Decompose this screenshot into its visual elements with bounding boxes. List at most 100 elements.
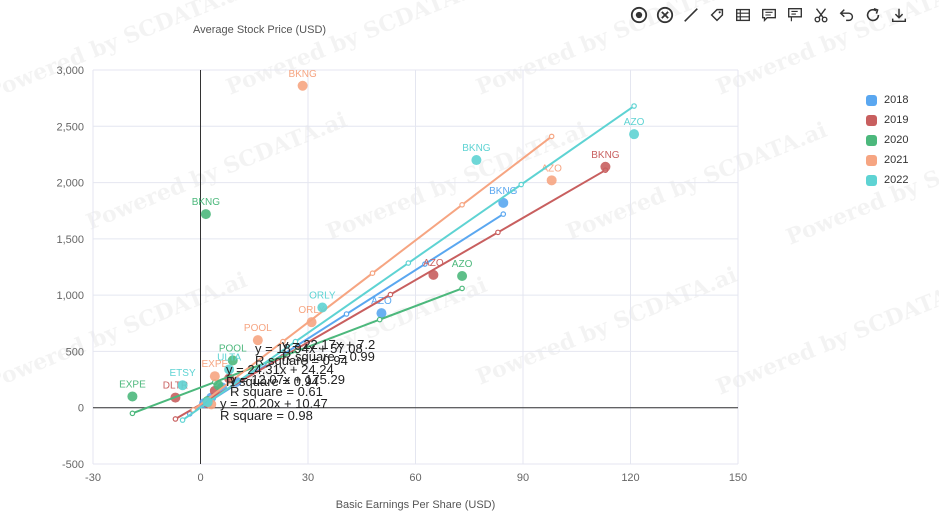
legend-swatch (866, 114, 877, 126)
watermark-text: Powered by SCDATA.ai (0, 0, 251, 106)
x-tick-label: 120 (621, 472, 639, 484)
data-point[interactable] (498, 197, 509, 208)
data-point[interactable] (376, 308, 387, 319)
trendline-marker (387, 291, 394, 298)
x-tick-label: -30 (85, 472, 101, 484)
r-square-label: R square = 0.99 (282, 349, 375, 364)
y-tick-label: 1,500 (56, 234, 84, 246)
data-point-label: BKNG (462, 143, 491, 154)
y-tick-label: 2,500 (56, 121, 84, 133)
legend-item[interactable]: 2019 (866, 110, 908, 130)
tag-icon[interactable] (707, 5, 727, 25)
data-point[interactable] (546, 175, 557, 186)
trendline-marker (495, 229, 501, 236)
r-square-label: R square = 0.61 (230, 384, 323, 399)
comment-icon[interactable] (759, 5, 779, 25)
data-point[interactable] (629, 129, 640, 140)
watermark-text: Powered by SCDATA.ai (473, 262, 741, 391)
y-tick-label: 3,000 (56, 65, 84, 77)
watermark-text: Powered by SCDATA.ai (713, 272, 939, 401)
data-point[interactable] (209, 371, 220, 382)
data-point-label: ETSY (170, 368, 196, 379)
data-point[interactable] (600, 161, 611, 172)
trendline-marker (179, 417, 186, 423)
x-tick-label: 90 (517, 472, 529, 484)
y-tick-label: 500 (66, 346, 84, 358)
x-axis-label: Basic Earnings Per Share (USD) (336, 499, 496, 511)
trendline-marker (518, 181, 525, 188)
trendline-marker (500, 211, 507, 217)
watermark-text: Powered by SCDATA.ai (223, 0, 491, 101)
legend-item[interactable]: 2022 (866, 170, 908, 190)
y-tick-label: 2,000 (56, 178, 84, 190)
data-point-label: AZO (423, 258, 444, 269)
data-point[interactable] (200, 209, 211, 220)
data-point[interactable] (202, 397, 213, 408)
download-icon[interactable] (889, 5, 909, 25)
data-point-label: ULTA (217, 352, 241, 363)
x-tick-label: 30 (302, 472, 314, 484)
list-icon[interactable] (733, 5, 753, 25)
trendline-marker (631, 103, 637, 109)
y-tick-label: 1,000 (56, 290, 84, 302)
trendline-marker (343, 311, 350, 317)
trendline-marker (280, 338, 286, 345)
scissors-icon[interactable] (811, 5, 831, 25)
data-point-label: POOL (244, 323, 272, 334)
data-point-label: POOL (219, 343, 247, 354)
trendline-equation: y = 20.20x + 10.47 (220, 396, 328, 411)
data-point-label: EXPE (119, 379, 146, 390)
data-point[interactable] (252, 335, 263, 346)
trendline-equation: y = 24.31x + 24.24 (226, 362, 334, 377)
refresh-icon[interactable] (863, 5, 883, 25)
legend-swatch (866, 154, 877, 166)
legend-item[interactable]: 2018 (866, 90, 908, 110)
data-point[interactable] (471, 155, 482, 166)
data-point[interactable] (457, 271, 468, 282)
data-point[interactable] (317, 302, 328, 313)
legend-label: 2021 (884, 154, 909, 166)
undo-icon[interactable] (837, 5, 857, 25)
y-tick-label: -500 (62, 459, 84, 471)
trendline-marker (405, 260, 412, 266)
data-point-label: BKNG (288, 69, 317, 80)
legend-swatch (866, 94, 877, 106)
legend-label: 2019 (884, 114, 909, 126)
data-point-label: AZO (452, 259, 473, 270)
target-icon[interactable] (629, 5, 649, 25)
r-square-label: R square = 0.94 (226, 374, 319, 389)
data-point[interactable] (127, 391, 138, 402)
trendline-marker (129, 410, 136, 417)
trendline-equation: y = 18.94x + 57.08 (255, 341, 363, 356)
data-point[interactable] (428, 269, 439, 280)
data-point-label: AZO (371, 296, 392, 307)
flag-comment-icon[interactable] (785, 5, 805, 25)
y-axis-label: Average Stock Price (USD) (193, 24, 326, 36)
r-square-label: R square = 0.98 (220, 408, 313, 423)
data-point[interactable] (306, 317, 317, 328)
x-tick-label: 0 (197, 472, 203, 484)
y-tick-label: 0 (78, 403, 84, 415)
trendline-marker (294, 348, 301, 354)
close-circle-icon[interactable] (655, 5, 675, 25)
legend-label: 2022 (884, 174, 909, 186)
data-point-label: EXPE (201, 359, 228, 370)
trendline-marker (459, 285, 465, 292)
data-point-label: ORLY (298, 305, 325, 316)
data-point[interactable] (177, 380, 188, 391)
data-point[interactable] (227, 355, 238, 366)
legend-item[interactable]: 2021 (866, 150, 908, 170)
data-point[interactable] (224, 364, 235, 375)
legend-swatch (866, 174, 877, 186)
x-tick-label: 150 (729, 472, 747, 484)
data-point-label: BKNG (192, 197, 221, 208)
trendline-marker (548, 133, 555, 140)
trendline-marker (172, 416, 179, 422)
data-point[interactable] (297, 80, 308, 91)
line-icon[interactable] (681, 5, 701, 25)
x-tick-label: 60 (409, 472, 421, 484)
trendline-marker (369, 270, 376, 276)
data-point-label: DLTR (163, 381, 188, 392)
legend-item[interactable]: 2020 (866, 130, 908, 150)
